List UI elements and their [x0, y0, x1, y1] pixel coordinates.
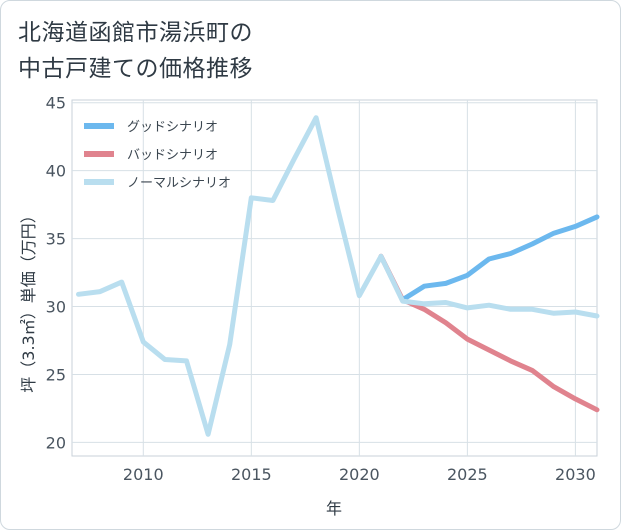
- x-tick-label: 2020: [339, 465, 380, 484]
- legend-label: グッドシナリオ: [127, 120, 218, 135]
- x-tick-label: 2010: [123, 465, 164, 484]
- chart-title-line1: 北海道函館市湯浜町の: [18, 20, 253, 46]
- plot-area: [71, 99, 598, 457]
- legend-label: ノーマルシナリオ: [127, 176, 231, 191]
- x-tick-label: 2015: [231, 465, 272, 484]
- y-tick-label: 35: [46, 230, 66, 249]
- y-tick-label: 30: [46, 298, 66, 317]
- x-axis-label: 年: [326, 499, 342, 518]
- grid: [72, 100, 597, 456]
- x-tick-label: 2025: [447, 465, 488, 484]
- legend-label: バッドシナリオ: [127, 148, 218, 163]
- x-tick-label: 2030: [555, 465, 596, 484]
- x-ticks: 2010 2015 2020 2025 2030: [123, 465, 596, 484]
- y-tick-label: 45: [46, 94, 66, 113]
- y-tick-label: 20: [46, 433, 66, 452]
- series-line-1: [400, 214, 600, 303]
- chart-title: 北海道函館市湯浜町の 中古戸建ての価格推移: [18, 15, 578, 87]
- series-line-3: [76, 115, 600, 437]
- y-ticks: 20 25 30 35 40 45: [46, 94, 66, 453]
- y-axis-label: 坪（3.3㎡）単価（万円）: [19, 207, 38, 392]
- y-tick-label: 40: [46, 162, 66, 181]
- chart-title-line2: 中古戸建ての価格推移: [18, 56, 253, 82]
- series-line-2: [378, 253, 600, 413]
- y-tick-label: 25: [46, 365, 66, 384]
- series-lines: [76, 115, 600, 437]
